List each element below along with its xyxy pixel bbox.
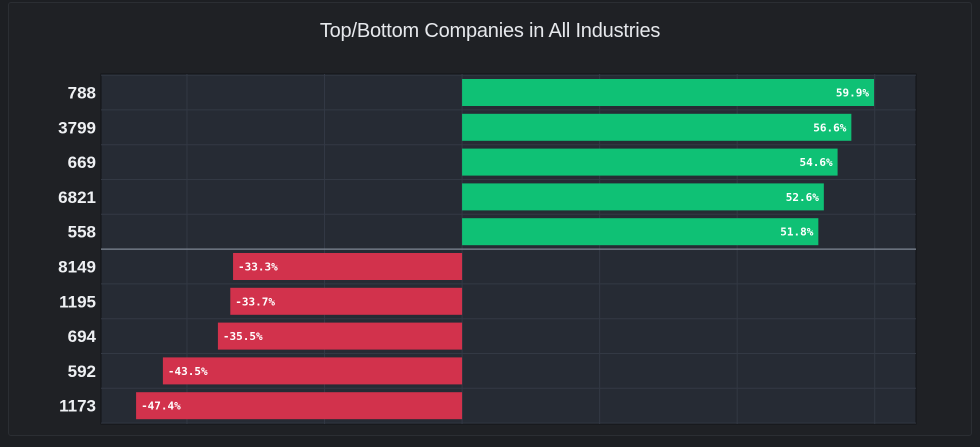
- category-label: 694: [68, 327, 97, 346]
- bar: [462, 148, 838, 176]
- category-label: 1195: [59, 292, 96, 311]
- bar: [230, 287, 463, 315]
- category-label: 8149: [58, 258, 96, 277]
- bar: [162, 357, 463, 385]
- category-label: 3799: [58, 118, 96, 137]
- bar: [217, 322, 463, 350]
- bars-group: 59.9% 56.6% 54.6% 52.6% 51.8% -33.3% -33.7% -35…: [136, 79, 875, 420]
- bar-value-label: 54.6%: [799, 156, 832, 169]
- bar-value-label: -35.5%: [223, 330, 263, 343]
- category-label: 669: [68, 153, 96, 172]
- bar-value-label: -43.5%: [168, 365, 208, 378]
- bar: [233, 253, 463, 280]
- category-labels: 788 3799 669 6821 558 8149 1195 694 592 1173: [58, 84, 96, 416]
- bar-value-label: -33.7%: [235, 295, 275, 308]
- category-label: 788: [68, 84, 96, 103]
- bar: [462, 218, 819, 246]
- category-label: 558: [68, 223, 96, 242]
- bar-value-label: 56.6%: [813, 121, 846, 134]
- bar-value-label: -33.3%: [238, 261, 278, 274]
- category-label: 6821: [58, 188, 96, 207]
- category-label: 592: [68, 362, 96, 381]
- category-label: 1173: [59, 397, 96, 416]
- bar: [462, 183, 824, 211]
- bar-value-label: 51.8%: [780, 226, 813, 239]
- bar-value-label: 52.6%: [786, 191, 819, 204]
- bar: [462, 113, 852, 141]
- chart-title: Top/Bottom Companies in All Industries: [319, 20, 661, 42]
- bar: [462, 79, 875, 106]
- bar: [136, 392, 463, 420]
- bar-value-label: 59.9%: [836, 87, 869, 100]
- bar-value-label: -47.4%: [141, 400, 181, 413]
